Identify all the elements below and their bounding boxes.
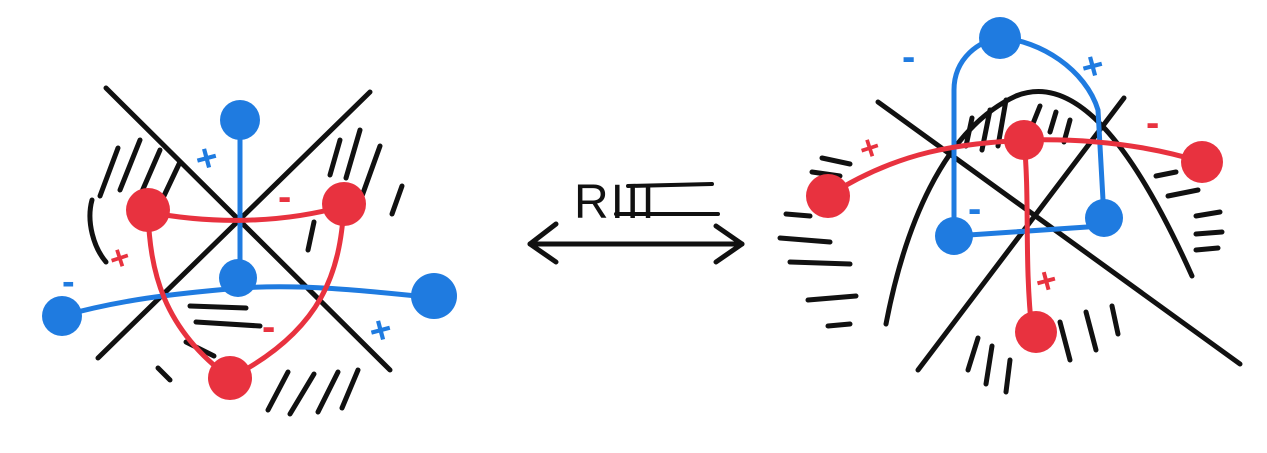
left-line-b [95,89,373,361]
left-blue-node-left [42,296,82,336]
right-red-sign-3: + [1031,258,1062,303]
right-blue-node-left [935,217,973,255]
left-red-sign-1: + [105,237,136,279]
double-headed-arrow [527,221,745,265]
left-blue-node-top [220,100,260,140]
left-blue-node-center [219,259,257,297]
left-hatching [87,127,405,417]
left-red-node-bottom [208,356,252,400]
right-blue-node-top [979,17,1021,59]
left-nodes [42,100,457,400]
right-arc [883,89,1195,327]
right-red-sign-1: + [855,127,886,169]
left-blue-node-right [411,273,457,319]
move-indicator: RIII [527,176,745,265]
right-red-sign-2: - [1146,101,1159,145]
left-crossing-lines [95,85,393,373]
left-blue-sign-2: - [62,261,75,303]
left-red-strand [145,203,347,381]
right-diagram: + - + - + - [777,17,1243,395]
right-red-node-bottom [1015,311,1057,353]
right-nodes [806,17,1223,353]
move-label-overbar [626,182,714,188]
left-line-a [103,85,393,373]
right-red-node-center [1004,120,1044,160]
right-blue-sign-3: - [968,187,981,231]
right-blue-sign-1: - [902,35,915,79]
left-red-sign-3: - [262,305,275,349]
left-diagram: + - - + - + [42,85,457,417]
right-red-node-right [1181,141,1223,183]
right-line-a [875,99,1243,367]
right-blue-node-right [1085,199,1123,237]
right-red-node-left [806,174,850,218]
left-red-node-left [126,188,170,232]
right-red-strand [825,137,1205,335]
left-red-node-right [322,182,366,226]
left-red-sign-2: - [278,175,291,219]
